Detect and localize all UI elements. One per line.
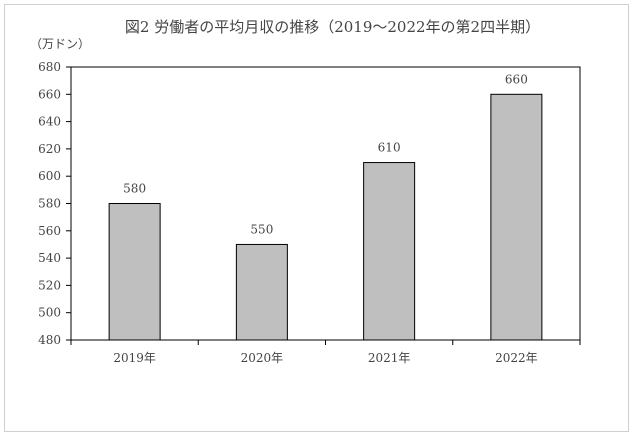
- bar-value-label: 660: [505, 72, 528, 86]
- y-axis: 480 500 520 540 560 580 600 620 640 660 680: [38, 60, 71, 347]
- bar-value-label: 610: [378, 141, 401, 155]
- chart-title: 図2 労働者の平均月収の推移（2019～2022年の第2四半期）: [124, 18, 541, 36]
- y-tick-label: 520: [38, 278, 61, 292]
- x-axis: 2019年 2020年 2021年 2022年: [70, 340, 581, 365]
- y-tick-label: 560: [38, 224, 61, 238]
- y-tick-label: 500: [38, 306, 61, 320]
- y-tick-label: 580: [38, 197, 61, 211]
- bar: [490, 93, 543, 341]
- bar: [108, 203, 161, 341]
- y-tick-label: 660: [38, 87, 61, 101]
- bar-value-label: 550: [250, 222, 273, 236]
- x-tick-label: 2021年: [368, 351, 411, 365]
- x-tick-label: 2020年: [241, 351, 284, 365]
- y-tick-label: 680: [38, 60, 61, 74]
- y-unit-label: （万ドン）: [30, 37, 91, 51]
- y-tick-label: 600: [38, 169, 61, 183]
- y-tick-label: 480: [38, 333, 61, 347]
- data-labels: 580 550 610 660: [123, 72, 528, 236]
- y-tick-label: 540: [38, 251, 61, 265]
- bars: [108, 93, 543, 341]
- y-tick-label: 620: [38, 142, 61, 156]
- x-tick-label: 2022年: [495, 351, 538, 365]
- y-tick-label: 640: [38, 115, 61, 129]
- bar-value-label: 580: [123, 182, 146, 196]
- bar: [235, 243, 288, 341]
- x-tick-label: 2019年: [113, 351, 156, 365]
- bar: [363, 162, 416, 341]
